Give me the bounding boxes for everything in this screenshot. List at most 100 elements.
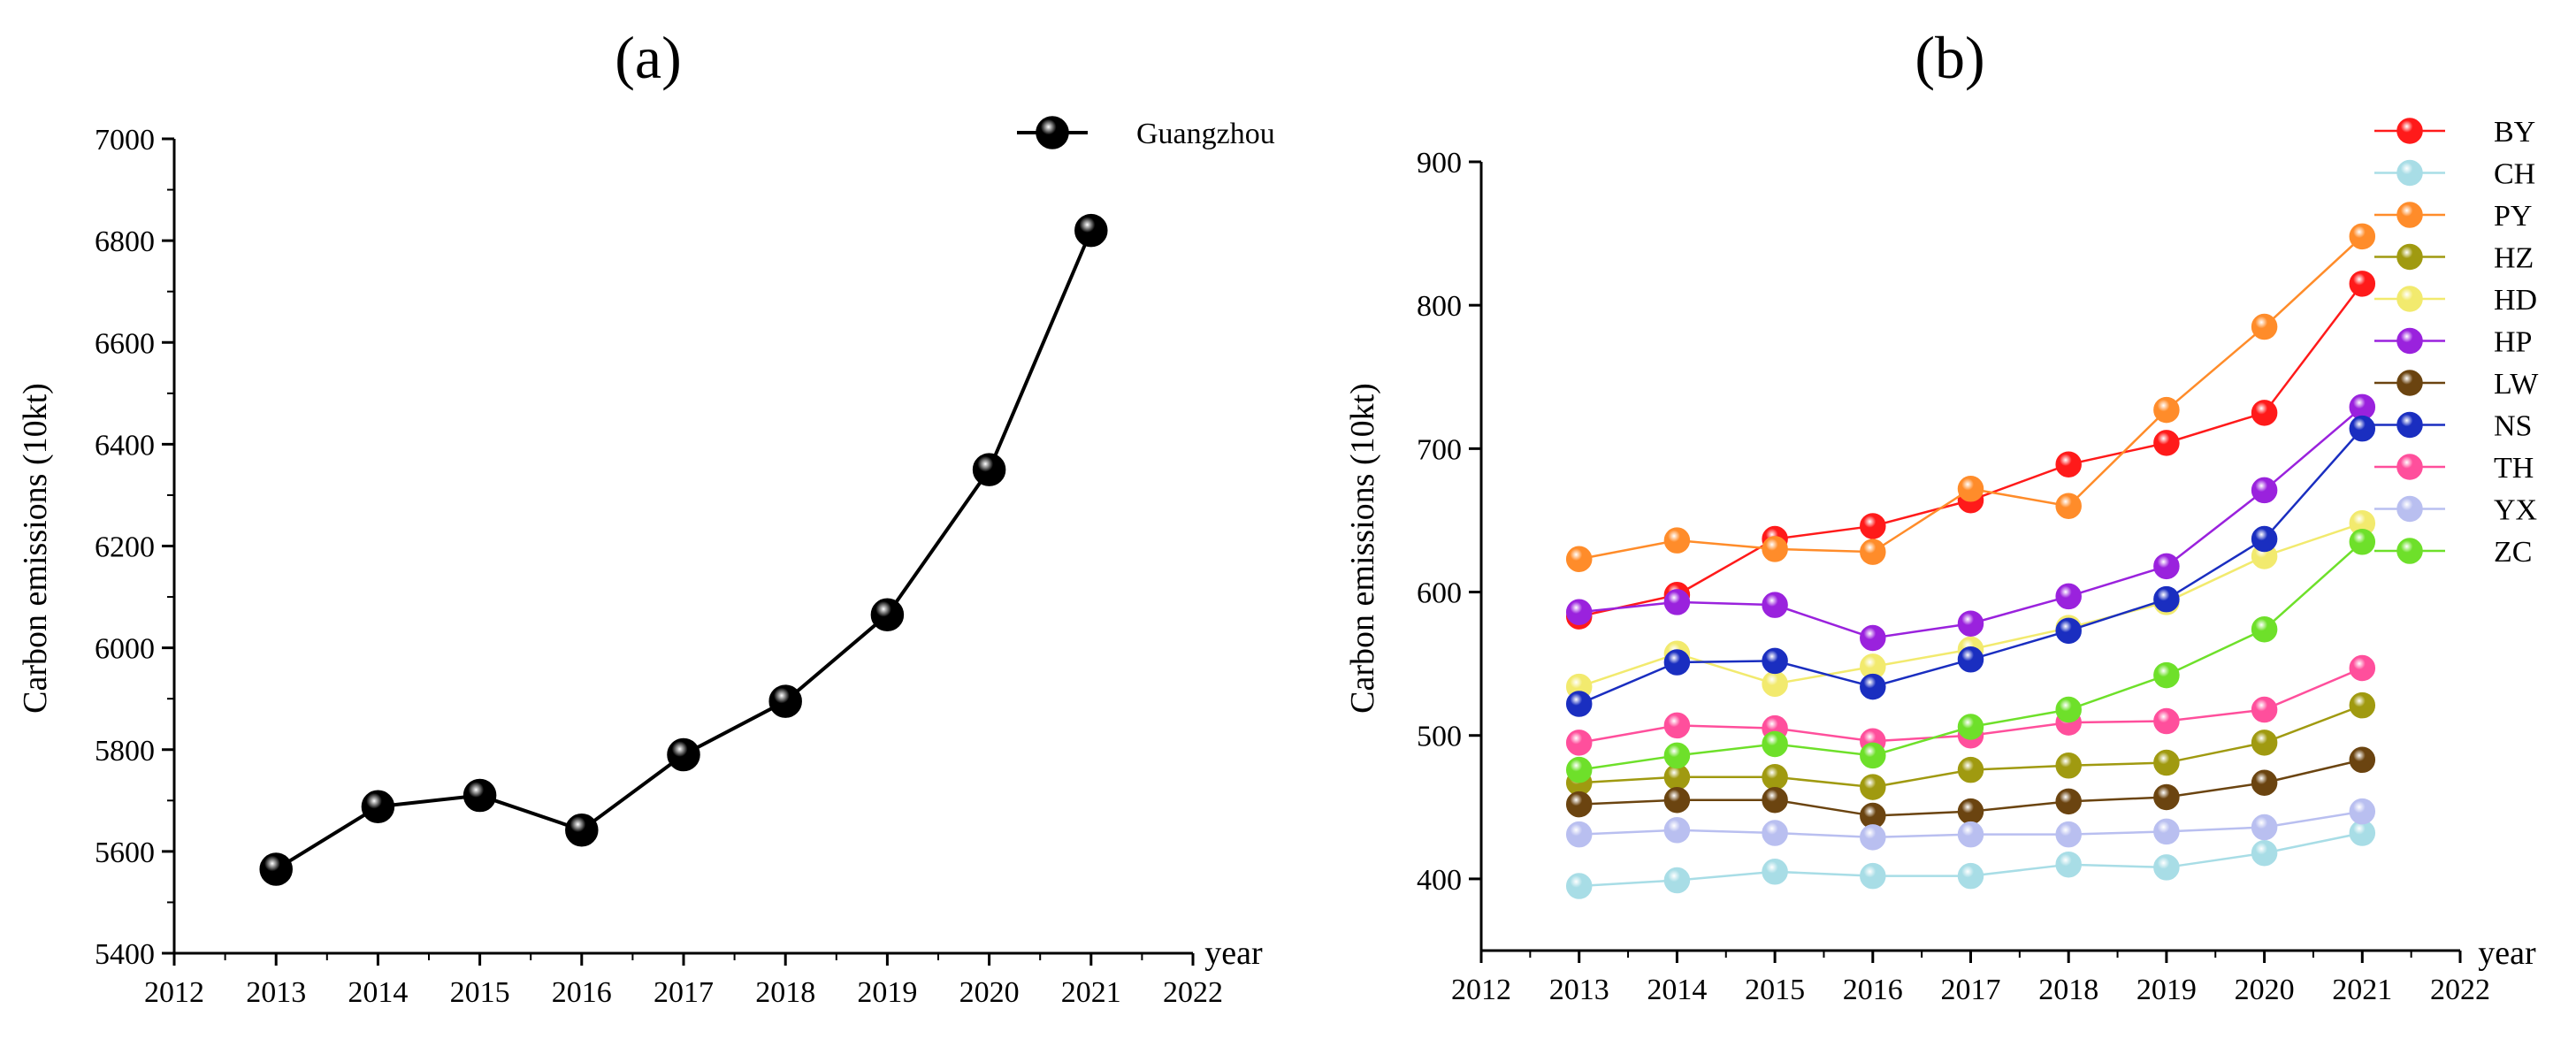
- y-axis-title: Carbon emissions (10kt): [17, 383, 54, 714]
- panel-label: (a): [615, 24, 681, 91]
- x-axis-title: year: [1204, 935, 1263, 972]
- data-point-YX-2016: [1860, 824, 1886, 851]
- data-point-Guangzhou-2018: [768, 684, 802, 718]
- data-point-CH-2017: [1957, 862, 1984, 890]
- data-point-HZ-2020: [2251, 730, 2278, 756]
- legend-label: ZC: [2494, 536, 2532, 569]
- legend-label: YX: [2494, 494, 2537, 527]
- y-tick-label: 6800: [95, 225, 155, 258]
- series-HZ: [1565, 691, 2376, 800]
- legend-item-HD: HD: [2374, 284, 2537, 317]
- legend-label: BY: [2494, 116, 2535, 149]
- data-point-TH-2013: [1565, 730, 1593, 756]
- data-point-LW-2020: [2251, 769, 2278, 796]
- data-point-TH-2020: [2251, 696, 2278, 723]
- data-point-NS-2019: [2153, 585, 2180, 613]
- data-point-ZC-2019: [2153, 661, 2180, 689]
- series-Guangzhou: [259, 213, 1108, 886]
- data-point-YX-2015: [1762, 820, 1788, 846]
- legend-item-Guangzhou: Guangzhou: [1017, 116, 1275, 150]
- data-point-CH-2016: [1860, 862, 1886, 890]
- legend-marker: [2396, 370, 2423, 396]
- x-tick-label: 2020: [959, 976, 1020, 1009]
- legend-label: Guangzhou: [1136, 118, 1275, 150]
- legend-label: HD: [2494, 284, 2537, 317]
- legend-marker: [2396, 454, 2423, 480]
- x-tick-label: 2017: [1941, 974, 2001, 1006]
- series-PY: [1565, 223, 2376, 572]
- data-point-NS-2018: [2055, 617, 2082, 645]
- legend-marker: [2396, 495, 2423, 523]
- legend-item-TH: TH: [2374, 452, 2534, 485]
- legend-item-BY: BY: [2374, 116, 2535, 149]
- legend-item-HP: HP: [2374, 326, 2532, 359]
- data-point-ZC-2016: [1860, 742, 1886, 769]
- x-tick-label: 2021: [1061, 976, 1121, 1009]
- data-point-CH-2015: [1762, 859, 1788, 885]
- legend-marker: [2396, 538, 2423, 564]
- data-point-HZ-2021: [2349, 691, 2376, 719]
- x-tick-label: 2022: [2430, 974, 2490, 1006]
- data-point-TH-2014: [1663, 712, 1691, 739]
- x-tick-label: 2020: [2235, 974, 2295, 1006]
- data-point-HP-2017: [1957, 610, 1984, 637]
- x-axis-title: year: [2478, 935, 2536, 972]
- legend-label: NS: [2494, 410, 2532, 443]
- series-line-HP: [1578, 406, 2364, 639]
- y-tick-label: 6200: [95, 531, 155, 564]
- data-point-TH-2019: [2153, 707, 2180, 735]
- data-point-Guangzhou-2019: [870, 598, 905, 631]
- data-point-YX-2013: [1565, 821, 1593, 848]
- data-point-YX-2017: [1957, 821, 1984, 848]
- x-tick-label: 2014: [348, 976, 408, 1009]
- data-point-LW-2018: [2055, 788, 2082, 815]
- x-tick-label: 2018: [2038, 974, 2098, 1006]
- legend-marker: [2396, 243, 2423, 271]
- data-point-HP-2013: [1565, 599, 1593, 626]
- y-tick-label: 5800: [95, 735, 155, 768]
- legend-label: PY: [2494, 200, 2532, 233]
- data-point-NS-2016: [1860, 673, 1886, 700]
- data-point-PY-2021: [2349, 223, 2376, 250]
- x-tick-label: 2019: [857, 976, 917, 1009]
- data-point-ZC-2018: [2055, 696, 2082, 723]
- data-point-Guangzhou-2015: [462, 778, 497, 813]
- data-point-LW-2013: [1565, 791, 1593, 818]
- legend-item-HZ: HZ: [2374, 242, 2534, 275]
- chart-b: (b) 2012 2013 2014 2015 2016 2017 2018 2019 2020 2…: [1344, 24, 2539, 1006]
- series-LW: [1565, 746, 2376, 829]
- data-point-BY-2018: [2055, 451, 2082, 477]
- data-point-CH-2014: [1663, 867, 1691, 894]
- data-point-ZC-2015: [1762, 730, 1788, 758]
- legend-item-ZC: ZC: [2374, 536, 2532, 569]
- data-point-YX-2014: [1663, 817, 1691, 844]
- data-point-ZC-2017: [1957, 714, 1984, 740]
- legend-item-NS: NS: [2374, 410, 2532, 443]
- data-point-HZ-2019: [2153, 749, 2180, 776]
- data-point-BY-2020: [2251, 400, 2278, 426]
- data-point-ZC-2013: [1565, 756, 1593, 783]
- legend-marker: [2396, 411, 2423, 439]
- y-tick-label: 700: [1417, 433, 1462, 466]
- legend-item-YX: YX: [2374, 494, 2537, 527]
- series-CH: [1565, 820, 2376, 899]
- legend-label: LW: [2494, 368, 2539, 401]
- data-point-PY-2016: [1860, 539, 1886, 565]
- data-point-HP-2015: [1762, 592, 1788, 618]
- data-point-LW-2017: [1957, 798, 1984, 825]
- y-axis-title: Carbon emissions (10kt): [1344, 383, 1381, 714]
- data-point-PY-2019: [2153, 396, 2180, 424]
- legend-item-LW: LW: [2374, 368, 2539, 401]
- data-point-CH-2019: [2153, 854, 2180, 881]
- data-point-LW-2015: [1762, 786, 1788, 814]
- x-tick-label: 2013: [1549, 974, 1609, 1006]
- data-point-BY-2021: [2349, 271, 2376, 297]
- y-tick-label: 7000: [95, 124, 155, 157]
- legend-item-CH: CH: [2374, 158, 2535, 191]
- series-ZC: [1565, 529, 2376, 783]
- x-tick-label: 2022: [1163, 976, 1223, 1009]
- y-tick-label: 600: [1417, 577, 1462, 610]
- data-point-YX-2021: [2349, 798, 2376, 825]
- x-tick-label: 2014: [1647, 974, 1707, 1006]
